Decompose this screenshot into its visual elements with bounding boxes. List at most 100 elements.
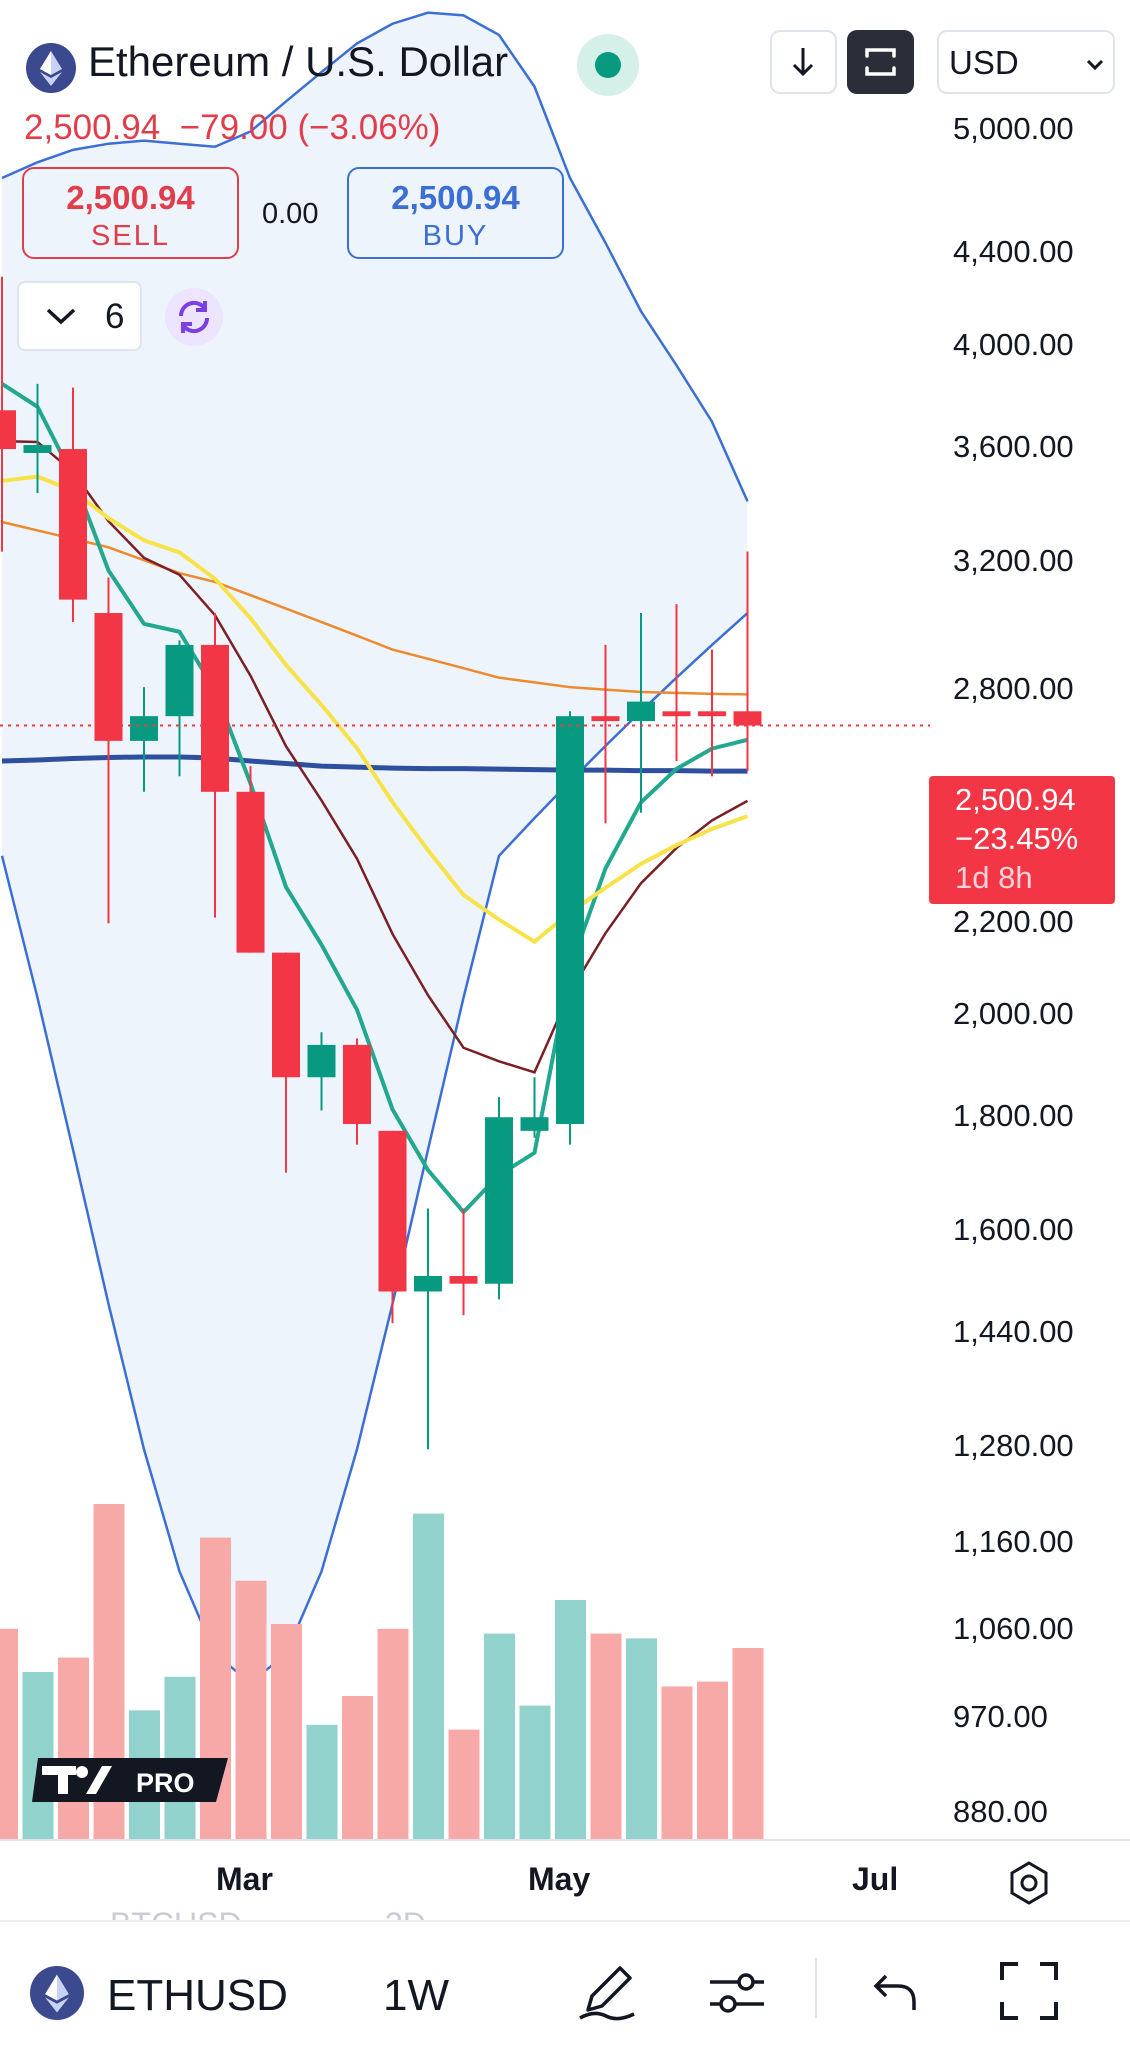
time-axis-label: Jul: [852, 1861, 899, 1897]
price-axis-label: 5,000.00: [953, 111, 1074, 146]
price-chart[interactable]: [0, 0, 1130, 1920]
price-axis-label: 2,200.00: [953, 904, 1074, 939]
candle-body: [59, 449, 87, 600]
market-status-icon[interactable]: [577, 34, 639, 96]
price-axis-label: 4,400.00: [953, 234, 1074, 269]
bar-countdown: 1d 8h: [955, 860, 1033, 895]
volume-bar: [306, 1724, 338, 1840]
drawing-tools-icon[interactable]: [574, 1958, 640, 2029]
candle-body: [343, 1044, 371, 1125]
volume-bar: [626, 1638, 657, 1840]
sell-button[interactable]: 2,500.94 SELL: [22, 167, 239, 259]
volume-bar: [519, 1705, 551, 1840]
candle-body: [520, 1117, 549, 1131]
volume-bar: [732, 1648, 764, 1840]
ethereum-logo-icon: [26, 43, 76, 93]
ema-yellow-line: [1, 474, 749, 945]
refresh-icon[interactable]: [165, 288, 223, 346]
candle-body: [698, 711, 726, 717]
candle-body: [165, 644, 194, 717]
candle-body: [23, 445, 52, 453]
indicator-count: 6: [105, 297, 125, 336]
indicator-settings-icon[interactable]: [706, 1962, 768, 2027]
time-axis-label: Mar: [216, 1861, 273, 1897]
download-button[interactable]: [770, 30, 837, 94]
ma-darkred-line: [1, 439, 749, 1074]
symbol-selector[interactable]: ETHUSD: [107, 1971, 288, 2020]
indicators-toggle-button[interactable]: 6: [17, 281, 142, 351]
currency-select[interactable]: USD: [937, 30, 1115, 94]
price-quote: 2,500.94 −79.00 (−3.06%): [24, 108, 440, 148]
bollinger-lower-line: [0, 612, 749, 1685]
current-price: 2,500.94: [955, 782, 1076, 817]
current-price-tag: 2,500.94 −23.45% 1d 8h: [929, 776, 1115, 904]
ma-navy-line: [1, 754, 748, 774]
candle-body: [378, 1130, 407, 1292]
volume-bar: [448, 1729, 480, 1840]
symbol-logo-icon[interactable]: [30, 1966, 84, 2020]
volume-bar: [342, 1696, 373, 1840]
fullscreen-icon[interactable]: [998, 1960, 1060, 2027]
volume-bar: [697, 1681, 728, 1840]
volume-bar: [590, 1633, 622, 1840]
candle-body: [627, 701, 655, 722]
spread-value: 0.00: [262, 198, 319, 230]
frame-icon: [865, 48, 896, 76]
ema-fast-line: [0, 382, 748, 1216]
arrow-down-icon: [792, 48, 814, 77]
candle-body: [485, 1117, 513, 1284]
price-axis-label: 3,200.00: [953, 543, 1074, 578]
price-axis-label: 1,800.00: [953, 1098, 1074, 1133]
candle-body: [733, 711, 762, 726]
volume-bar: [235, 1580, 267, 1840]
candle-body: [201, 644, 229, 792]
volume-bar: [377, 1628, 409, 1840]
candle-body: [272, 952, 300, 1078]
buy-label: BUY: [422, 220, 489, 252]
svg-text:PRO: PRO: [136, 1768, 195, 1798]
price-axis-label: 2,800.00: [953, 671, 1074, 706]
candle-body: [0, 410, 16, 450]
toolbar-divider: [815, 1958, 817, 2018]
undo-icon[interactable]: [868, 1962, 922, 2027]
price-axis-label: 1,160.00: [953, 1524, 1074, 1559]
bollinger-upper-line: [1, 11, 749, 502]
candle-body: [94, 613, 123, 741]
chevron-down-icon: [46, 308, 76, 325]
sell-label: SELL: [91, 220, 170, 252]
price-axis-label: 1,600.00: [953, 1212, 1074, 1247]
price-axis-label: 970.00: [953, 1699, 1048, 1734]
candle-body: [414, 1276, 442, 1292]
candle-body: [236, 791, 265, 953]
fullscreen-toggle-button[interactable]: [847, 30, 914, 94]
price-axis-label: 4,000.00: [953, 327, 1074, 362]
bollinger-band-fill: [2, 12, 748, 1683]
volume-bar: [661, 1686, 693, 1840]
volume-bar: [484, 1633, 515, 1840]
price-axis-label: 1,280.00: [953, 1428, 1074, 1463]
current-change: −23.45%: [955, 821, 1079, 856]
price-change: −79.00 (−3.06%): [179, 108, 441, 147]
volume-bar: [555, 1600, 586, 1840]
volume-bar: [0, 1628, 18, 1840]
candle-body: [449, 1276, 478, 1284]
interval-selector[interactable]: 1W: [383, 1971, 449, 2020]
price-axis-label: 1,440.00: [953, 1314, 1074, 1349]
ma-orange-line: [1, 520, 748, 696]
chevron-down-icon: [1086, 59, 1104, 71]
candle-body: [662, 711, 691, 717]
volume-bar: [413, 1513, 444, 1840]
chart-settings-icon[interactable]: [1006, 1860, 1052, 1911]
buy-price: 2,500.94: [391, 179, 520, 216]
time-axis-label: May: [528, 1861, 591, 1897]
symbol-title[interactable]: Ethereum / U.S. Dollar: [88, 38, 509, 85]
currency-value: USD: [949, 44, 1019, 81]
price-axis-label: 2,000.00: [953, 996, 1074, 1031]
tradingview-pro-logo: PRO: [32, 1758, 228, 1802]
volume-bar: [22, 1672, 54, 1840]
buy-button[interactable]: 2,500.94 BUY: [347, 167, 564, 259]
candle-body: [591, 716, 620, 722]
price-axis-label: 880.00: [953, 1794, 1048, 1829]
candle-body: [556, 716, 584, 1125]
sell-price: 2,500.94: [66, 179, 195, 216]
